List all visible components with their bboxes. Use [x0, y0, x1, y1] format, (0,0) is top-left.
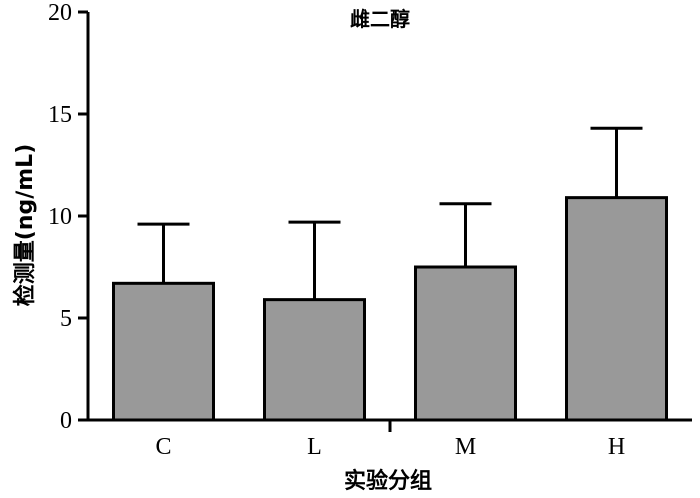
x-tick-label-M: M [455, 434, 476, 460]
y-tick-label-15: 15 [48, 102, 72, 128]
y-tick-label-5: 5 [60, 306, 72, 332]
x-tick-label-H: H [608, 434, 625, 460]
bar-H [565, 196, 668, 422]
y-tick-label-20: 20 [48, 0, 72, 26]
x-tick-label-C: C [155, 434, 171, 460]
bar-C [112, 281, 215, 422]
bar-M [414, 265, 517, 422]
chart-title: 雌二醇 [350, 7, 410, 31]
x-tick-label-L: L [307, 434, 322, 460]
plot-area: 0 5 10 15 20 C L M H [48, 0, 692, 460]
bar-L [263, 298, 366, 422]
y-tick-label-10: 10 [48, 204, 72, 230]
y-axis-label: 检测量(ng/mL) [12, 144, 38, 307]
y-tick-label-0: 0 [60, 408, 72, 434]
x-axis-label: 实验分组 [344, 468, 432, 494]
